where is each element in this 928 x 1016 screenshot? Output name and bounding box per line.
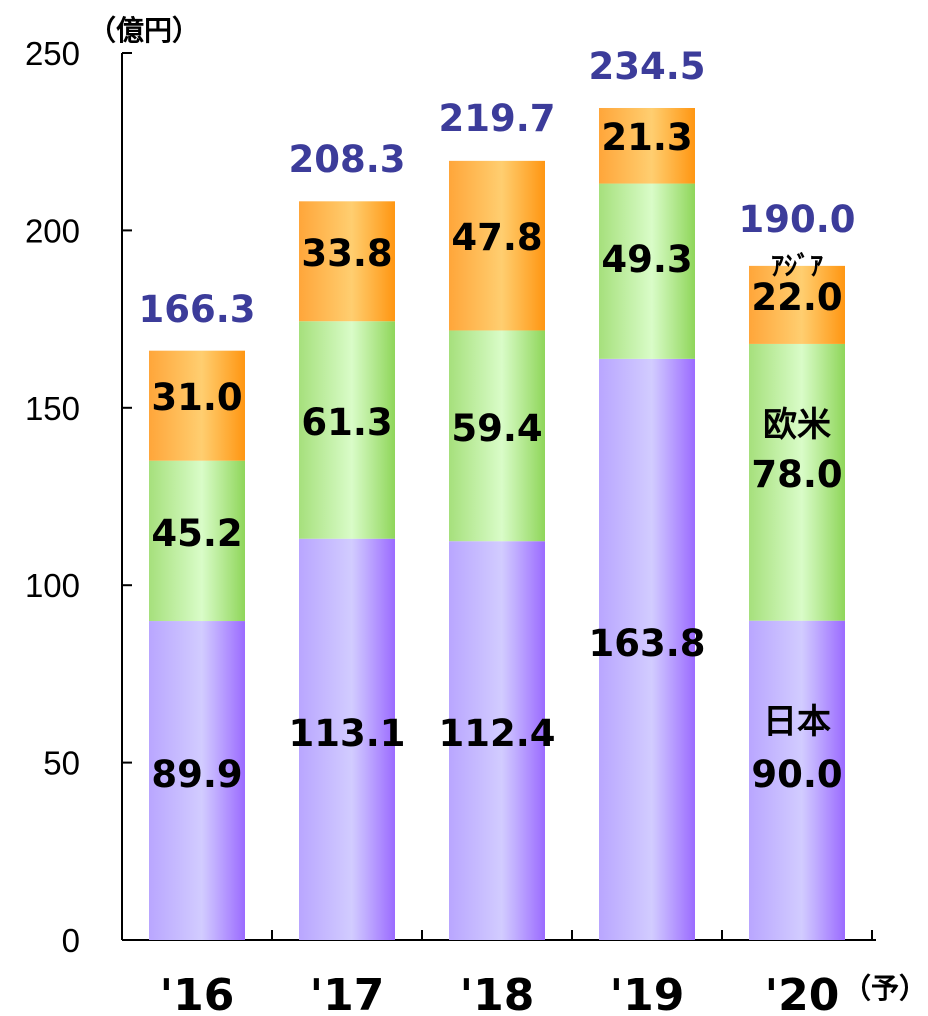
series-annotation-japan: 日本: [763, 702, 831, 742]
bar-segment-west: [599, 183, 695, 359]
bar-segment-asia-label: 47.8: [451, 216, 542, 259]
bars: [149, 107, 845, 940]
axes: 0 50 100 150 200 250（億円） '16 '17 '18 '19 '20 （予）: [25, 14, 927, 1016]
x-category-label: '19: [610, 970, 685, 1016]
bar-segment-japan-label: 113.1: [288, 712, 405, 755]
bar-total-label: 166.3: [138, 288, 255, 331]
bar-segment-japan-label: 89.9: [151, 753, 242, 796]
bar-total-label: 234.5: [588, 45, 705, 88]
bar-segment-japan-label: 163.8: [588, 622, 705, 665]
bar-segment-west-label: 59.4: [451, 407, 542, 450]
y-tick-label: 0: [62, 922, 80, 959]
bar-segment-asia: [299, 201, 395, 322]
bar-segment-asia-label: 31.0: [151, 376, 242, 419]
bar-total-label: 190.0: [738, 198, 855, 241]
bar-segment-asia: [149, 350, 245, 461]
bar-segment-west-label: 61.3: [301, 401, 392, 444]
bar-segment-japan: [749, 620, 845, 940]
bar-segment-asia-label: 21.3: [601, 116, 692, 159]
bar-segment-japan: [299, 538, 395, 940]
bar-segment-japan: [149, 621, 245, 940]
bar-segment-japan-label: 112.4: [438, 712, 555, 755]
bar-segment-west-label: 78.0: [751, 453, 842, 496]
bar-total-label: 219.7: [438, 97, 555, 140]
bar-segment-west: [149, 460, 245, 622]
y-tick-label: 100: [25, 567, 80, 604]
bar-segment-asia: [599, 107, 695, 184]
forecast-mark: （予）: [843, 972, 927, 1005]
series-annotation-asia: ｱｼﾞｱ: [771, 251, 823, 282]
bar-segment-west: [449, 330, 545, 542]
x-category-label: '18: [460, 970, 535, 1016]
y-tick-label: 50: [43, 745, 80, 782]
series-annotation-west: 欧米: [763, 405, 831, 445]
x-category-label: '20: [765, 970, 840, 1016]
y-unit-label: （億円）: [88, 14, 200, 47]
bar-segment-asia-label: 22.0: [751, 276, 842, 319]
x-category-label: '17: [310, 970, 385, 1016]
bar-segment-asia: [749, 265, 845, 344]
bar-segment-japan-label: 90.0: [751, 753, 842, 796]
bar-segment-west-label: 45.2: [151, 512, 242, 555]
y-tick-label: 150: [25, 390, 80, 427]
bar-total-label: 208.3: [288, 138, 405, 181]
labels: 89.9 45.2 31.0 166.3 113.1 61.3 33.8 208.3 112.4…: [138, 45, 855, 796]
x-category-label: '16: [160, 970, 235, 1016]
bar-segment-japan: [599, 358, 695, 940]
bar-segment-west-label: 49.3: [601, 238, 692, 281]
bar-segment-asia-label: 33.8: [301, 232, 392, 275]
bar-segment-west: [299, 321, 395, 539]
y-tick-label: 200: [25, 212, 80, 249]
bar-segment-asia: [449, 160, 545, 331]
bar-segment-west: [749, 343, 845, 621]
bar-segment-japan: [449, 541, 545, 940]
y-tick-label: 250: [25, 35, 80, 72]
